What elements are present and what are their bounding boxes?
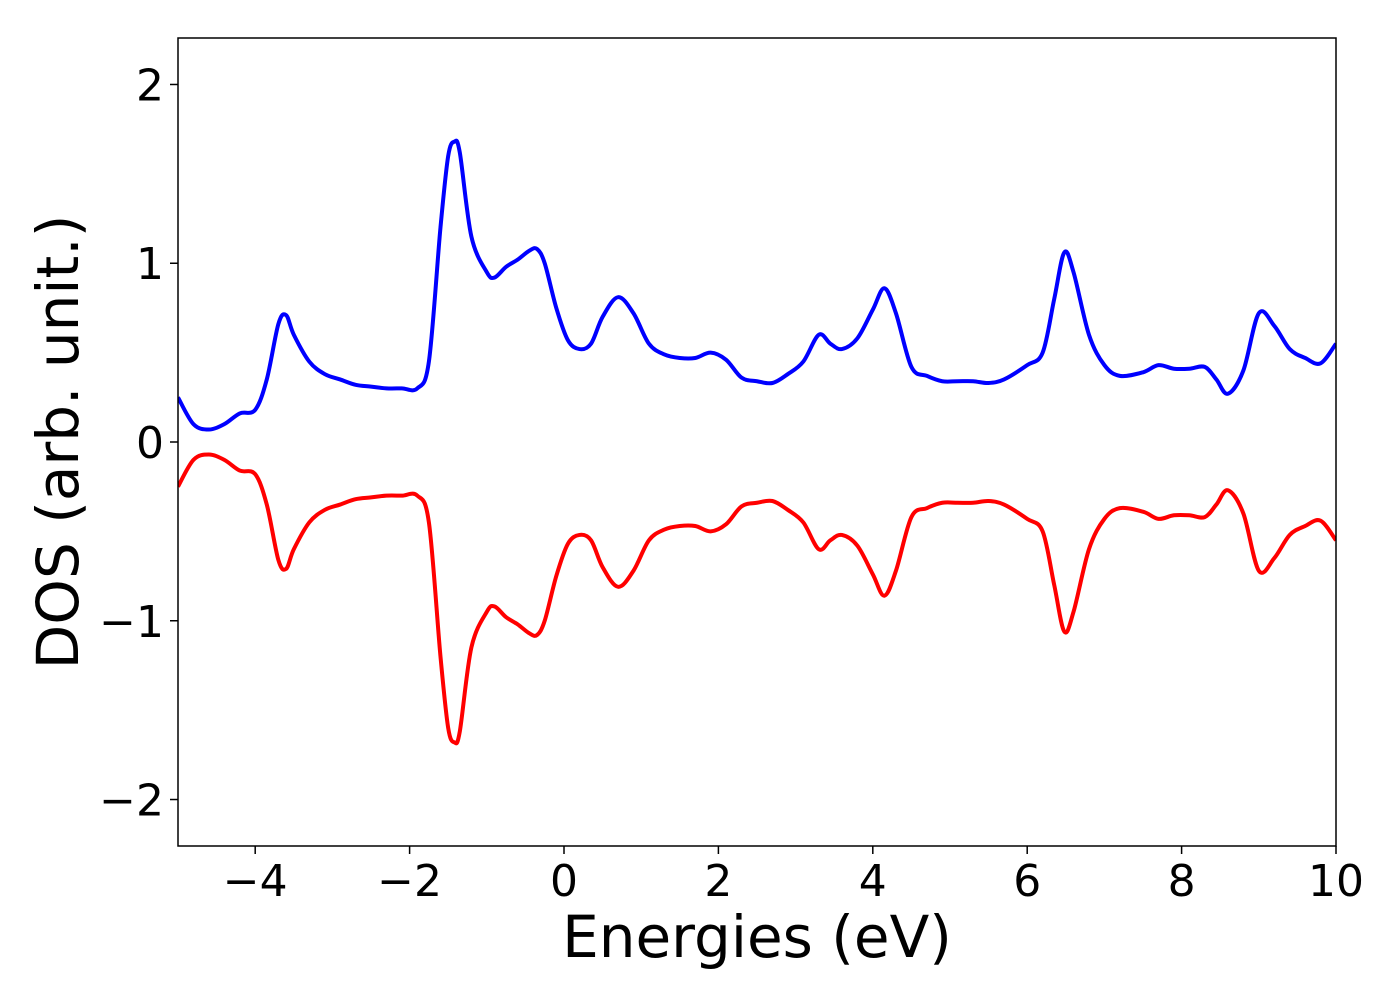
plot-frame bbox=[177, 37, 1337, 847]
x-axis-ticks: −4 −2 0 2 4 6 8 10 bbox=[223, 846, 1364, 907]
x-tick-label: 6 bbox=[1013, 856, 1041, 907]
x-tick-label: 0 bbox=[550, 856, 578, 907]
y-tick-label: 2 bbox=[136, 60, 164, 111]
y-tick-label: −2 bbox=[99, 776, 164, 827]
series-line-2 bbox=[178, 452, 1336, 746]
y-tick-label: 0 bbox=[136, 418, 164, 469]
x-axis-title: Energies (eV) bbox=[562, 903, 952, 971]
x-tick-label: −2 bbox=[377, 856, 442, 907]
series-line-1 bbox=[178, 138, 1336, 432]
x-tick-label: 8 bbox=[1168, 856, 1196, 907]
x-tick-label: 10 bbox=[1308, 856, 1364, 907]
y-tick-label: 1 bbox=[136, 239, 164, 290]
x-tick-label: −4 bbox=[223, 856, 288, 907]
x-tick-label: 2 bbox=[704, 856, 732, 907]
y-tick-label: −1 bbox=[99, 597, 164, 648]
series-layer bbox=[178, 138, 1336, 746]
x-tick-label: 4 bbox=[859, 856, 887, 907]
y-axis-title: DOS (arb. unit.) bbox=[24, 215, 92, 670]
y-axis-ticks: −2 −1 0 1 2 bbox=[99, 60, 178, 827]
